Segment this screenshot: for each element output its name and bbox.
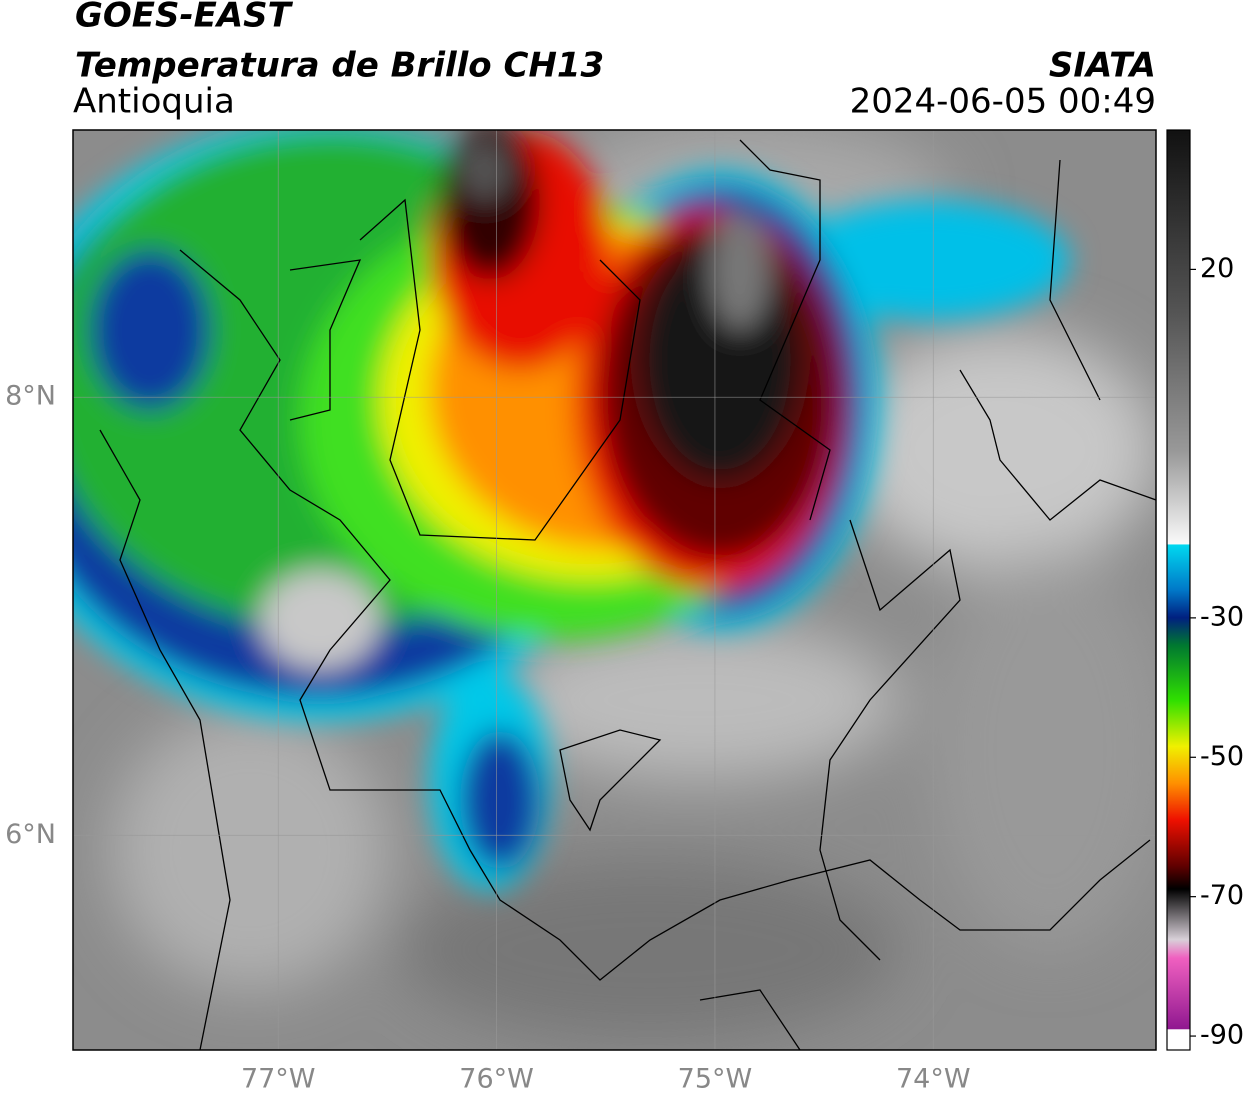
x-tick-label: 76°W [459,1064,534,1095]
datetime: 2024-06-05 00:49 [850,82,1156,122]
region: Antioquia [73,82,235,122]
colorbar-tick-label: -70 [1200,880,1244,911]
x-tick-label: 75°W [678,1064,753,1095]
grid [73,130,1156,1050]
colorbar-tick-label: -30 [1200,601,1244,632]
colorbar-tick-label: -50 [1200,741,1244,772]
y-tick-label: 8°N [5,381,56,412]
satellite-image [73,130,1156,1050]
colorbar [1166,129,1191,1051]
colorbar-tick-label: -90 [1200,1020,1244,1051]
map-frame [72,129,1157,1051]
colorbar-tick-label: 20 [1200,253,1234,284]
y-tick-label: 6°N [5,819,56,850]
x-tick-label: 74°W [896,1064,971,1095]
x-tick-label: 77°W [241,1064,316,1095]
subtitle: Temperatura de Brillo CH13 [75,46,604,86]
source: SIATA [1049,46,1156,86]
title: GOES-EAST [75,0,294,36]
